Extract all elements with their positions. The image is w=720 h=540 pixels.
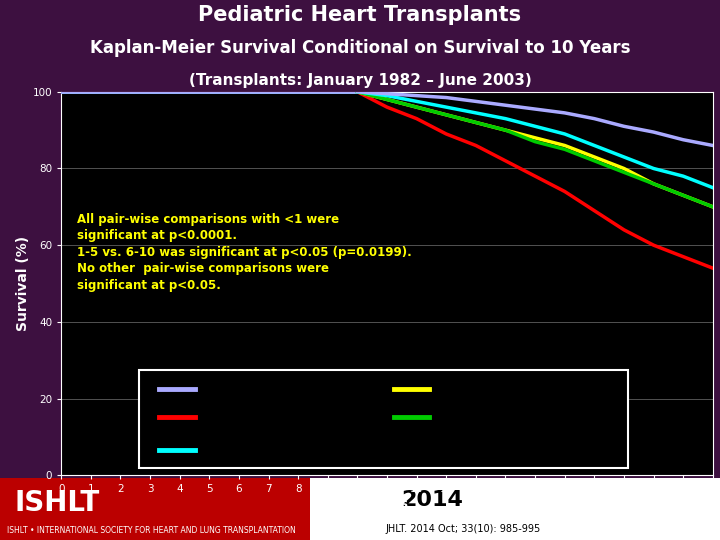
Bar xyxy=(310,478,720,540)
Text: All pair-wise comparisons with <1 were
significant at p<0.0001.
1-5 vs. 6-10 was: All pair-wise comparisons with <1 were s… xyxy=(78,213,413,292)
Text: (Transplants: January 1982 – June 2003): (Transplants: January 1982 – June 2003) xyxy=(189,73,531,89)
X-axis label: Years: Years xyxy=(366,497,408,511)
Y-axis label: Survival (%): Survival (%) xyxy=(16,236,30,331)
Bar xyxy=(140,370,628,468)
Text: Pediatric Heart Transplants: Pediatric Heart Transplants xyxy=(199,5,521,25)
Text: ISHLT: ISHLT xyxy=(14,489,99,517)
Text: Kaplan-Meier Survival Conditional on Survival to 10 Years: Kaplan-Meier Survival Conditional on Sur… xyxy=(90,38,630,57)
Bar xyxy=(0,478,310,540)
Text: JHLT. 2014 Oct; 33(10): 985-995: JHLT. 2014 Oct; 33(10): 985-995 xyxy=(385,524,541,535)
Text: ISHLT • INTERNATIONAL SOCIETY FOR HEART AND LUNG TRANSPLANTATION: ISHLT • INTERNATIONAL SOCIETY FOR HEART … xyxy=(7,526,296,535)
Text: 2014: 2014 xyxy=(401,490,463,510)
